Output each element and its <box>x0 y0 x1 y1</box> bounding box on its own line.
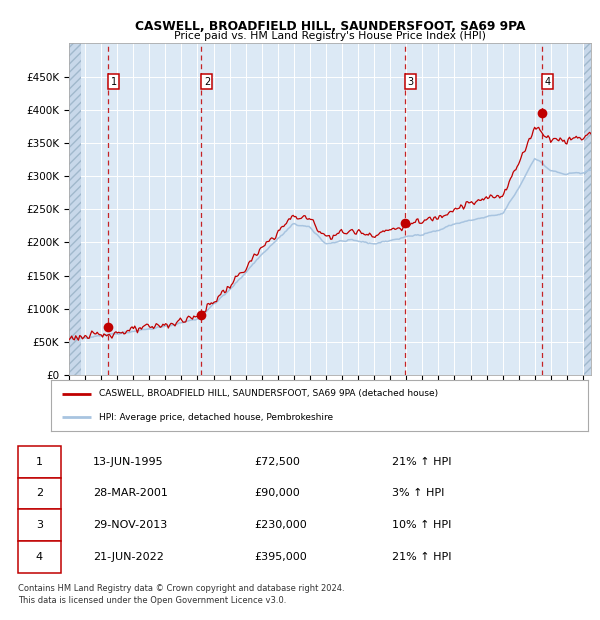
FancyBboxPatch shape <box>18 477 61 509</box>
Bar <box>584 43 591 375</box>
Text: £90,000: £90,000 <box>254 489 299 498</box>
Text: CASWELL, BROADFIELD HILL, SAUNDERSFOOT, SA69 9PA: CASWELL, BROADFIELD HILL, SAUNDERSFOOT, … <box>135 20 525 33</box>
Text: 21% ↑ HPI: 21% ↑ HPI <box>392 457 452 467</box>
Text: 2: 2 <box>204 76 210 87</box>
Text: 1: 1 <box>111 76 117 87</box>
Text: 1: 1 <box>36 457 43 467</box>
FancyBboxPatch shape <box>18 446 61 477</box>
Text: CASWELL, BROADFIELD HILL, SAUNDERSFOOT, SA69 9PA (detached house): CASWELL, BROADFIELD HILL, SAUNDERSFOOT, … <box>100 389 439 398</box>
Text: 10% ↑ HPI: 10% ↑ HPI <box>392 520 452 530</box>
Text: 4: 4 <box>545 76 551 87</box>
Text: 3: 3 <box>36 520 43 530</box>
Text: 13-JUN-1995: 13-JUN-1995 <box>92 457 163 467</box>
FancyBboxPatch shape <box>18 509 61 541</box>
Text: Contains HM Land Registry data © Crown copyright and database right 2024.
This d: Contains HM Land Registry data © Crown c… <box>18 584 344 605</box>
Text: 29-NOV-2013: 29-NOV-2013 <box>92 520 167 530</box>
Text: 28-MAR-2001: 28-MAR-2001 <box>92 489 167 498</box>
Text: 3% ↑ HPI: 3% ↑ HPI <box>392 489 445 498</box>
Text: 2: 2 <box>36 489 43 498</box>
FancyBboxPatch shape <box>18 541 61 572</box>
Text: HPI: Average price, detached house, Pembrokeshire: HPI: Average price, detached house, Pemb… <box>100 413 334 422</box>
Text: 21% ↑ HPI: 21% ↑ HPI <box>392 552 452 562</box>
Text: £230,000: £230,000 <box>254 520 307 530</box>
Text: £395,000: £395,000 <box>254 552 307 562</box>
Text: 21-JUN-2022: 21-JUN-2022 <box>92 552 164 562</box>
Text: 3: 3 <box>407 76 413 87</box>
Text: £72,500: £72,500 <box>254 457 300 467</box>
Text: 4: 4 <box>36 552 43 562</box>
Text: Price paid vs. HM Land Registry's House Price Index (HPI): Price paid vs. HM Land Registry's House … <box>174 31 486 41</box>
Bar <box>69 43 81 375</box>
